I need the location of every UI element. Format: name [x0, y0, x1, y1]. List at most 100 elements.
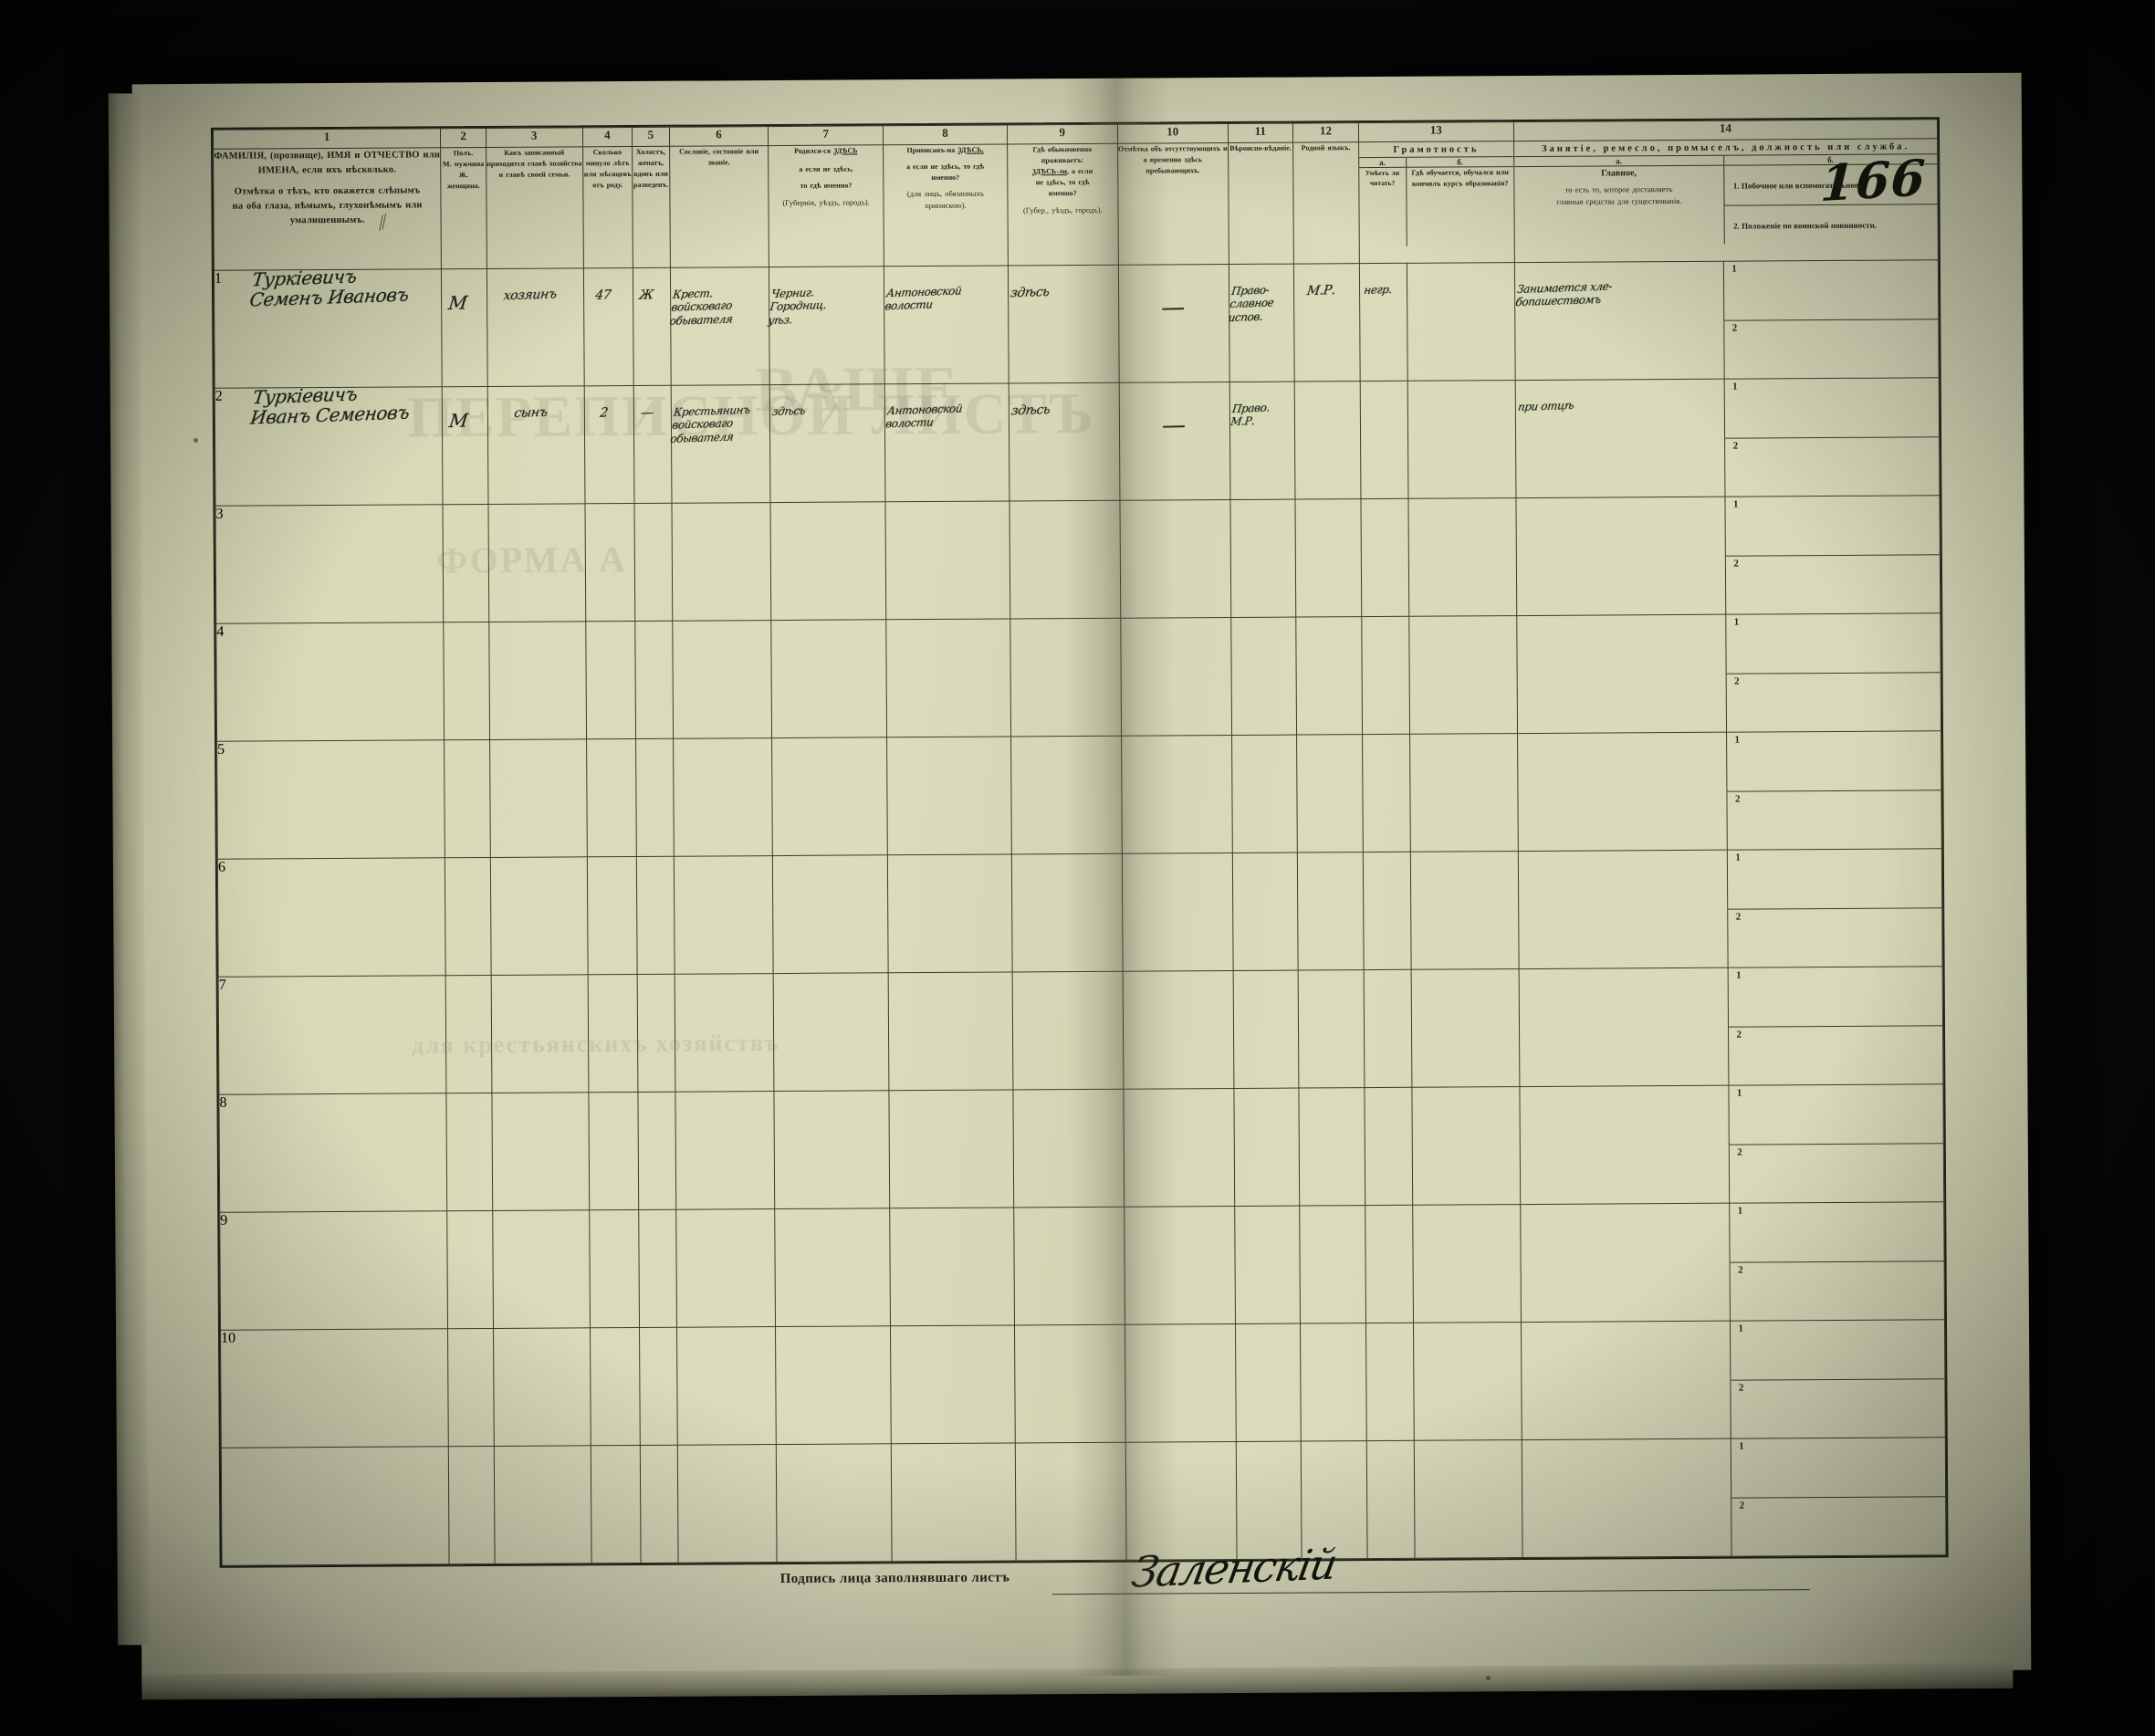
- cell-marital[interactable]: [633, 503, 673, 622]
- cell-marital[interactable]: [636, 856, 675, 975]
- cell-literacy-b[interactable]: [1408, 615, 1518, 735]
- cell-literacy-b[interactable]: [1407, 380, 1516, 499]
- cell-relation[interactable]: [489, 738, 588, 858]
- subrow-2[interactable]: 2: [1735, 911, 1742, 923]
- cell-marital[interactable]: [637, 974, 675, 1093]
- cell-birthplace[interactable]: Черниг. Городниц. уѣз.: [768, 266, 885, 385]
- cell-sex[interactable]: [448, 1446, 495, 1564]
- cell-residence[interactable]: здѣсь: [1008, 265, 1119, 383]
- cell-registered[interactable]: [885, 618, 1011, 737]
- subrow-1[interactable]: 1: [1729, 1084, 1943, 1145]
- cell-registered[interactable]: [887, 853, 1012, 973]
- cell-religion[interactable]: [1232, 970, 1300, 1089]
- cell-birthplace[interactable]: [774, 1090, 890, 1209]
- cell-age[interactable]: [586, 738, 637, 857]
- cell-residence[interactable]: [1010, 736, 1123, 854]
- cell-estate[interactable]: [672, 620, 772, 739]
- cell-relation[interactable]: [491, 1092, 590, 1211]
- cell-birthplace[interactable]: [776, 1443, 893, 1563]
- cell-birthplace[interactable]: [772, 854, 889, 974]
- subrow-2[interactable]: 2: [1733, 558, 1739, 570]
- cell-religion[interactable]: Право- славное испов.: [1227, 264, 1295, 382]
- cell-registered[interactable]: Антоновской волости: [884, 265, 1009, 384]
- cell-registered[interactable]: [889, 1207, 1015, 1326]
- cell-occupation-a[interactable]: Занимается хле- бопашествомъ: [1514, 261, 1725, 381]
- cell-relation[interactable]: [487, 503, 586, 622]
- cell-name[interactable]: 3: [214, 504, 445, 624]
- cell-language[interactable]: [1295, 498, 1362, 618]
- cell-literacy-b[interactable]: [1406, 262, 1516, 382]
- cell-religion[interactable]: [1235, 1323, 1302, 1442]
- cell-literacy-b[interactable]: [1410, 968, 1520, 1088]
- cell-absent-note[interactable]: —: [1118, 382, 1230, 501]
- cell-relation[interactable]: [489, 856, 588, 976]
- cell-relation[interactable]: [490, 974, 589, 1093]
- cell-absent-note[interactable]: [1119, 499, 1231, 619]
- cell-literacy-a[interactable]: [1361, 616, 1410, 735]
- subrow-2[interactable]: 2: [1734, 675, 1740, 687]
- cell-occupation-a[interactable]: [1519, 1085, 1731, 1205]
- cell-name[interactable]: 8: [218, 1093, 447, 1213]
- cell-registered[interactable]: [888, 971, 1013, 1091]
- subrow-1[interactable]: 1: [1726, 613, 1941, 675]
- subrow-1[interactable]: 1: [1725, 378, 1940, 439]
- cell-literacy-b[interactable]: [1413, 1322, 1522, 1441]
- cell-sex[interactable]: [445, 857, 491, 976]
- cell-residence[interactable]: [1009, 500, 1121, 619]
- subrow-1[interactable]: 1: [1728, 849, 1942, 910]
- cell-name[interactable]: 4: [215, 622, 445, 742]
- cell-birthplace[interactable]: [774, 1208, 891, 1327]
- cell-literacy-b[interactable]: [1407, 497, 1517, 617]
- cell-registered[interactable]: [886, 736, 1012, 855]
- subrow-1[interactable]: 1: [1727, 731, 1941, 792]
- cell-language[interactable]: [1298, 969, 1365, 1089]
- cell-sex[interactable]: [443, 504, 489, 622]
- cell-occupation-a[interactable]: [1518, 850, 1729, 969]
- cell-registered[interactable]: [889, 1089, 1014, 1208]
- cell-language[interactable]: М.Р.: [1293, 263, 1360, 382]
- cell-language[interactable]: [1300, 1323, 1366, 1442]
- cell-religion[interactable]: [1230, 617, 1297, 736]
- cell-relation[interactable]: [488, 621, 587, 740]
- cell-sex[interactable]: [446, 1093, 493, 1211]
- cell-religion[interactable]: [1234, 1206, 1301, 1324]
- cell-absent-note[interactable]: [1121, 735, 1232, 854]
- cell-age[interactable]: [587, 856, 638, 975]
- cell-residence[interactable]: [1012, 1089, 1125, 1208]
- cell-relation[interactable]: [493, 1327, 591, 1447]
- cell-literacy-a[interactable]: [1365, 1323, 1414, 1441]
- cell-birthplace[interactable]: [773, 972, 890, 1092]
- cell-absent-note[interactable]: [1125, 1441, 1237, 1561]
- cell-language[interactable]: [1299, 1205, 1366, 1324]
- cell-literacy-a[interactable]: [1360, 498, 1409, 617]
- cell-absent-note[interactable]: [1122, 970, 1234, 1090]
- cell-name[interactable]: 7: [218, 975, 447, 1095]
- cell-residence[interactable]: здѣсь: [1008, 382, 1120, 501]
- cell-occupation-a[interactable]: [1520, 1203, 1731, 1323]
- cell-estate[interactable]: [676, 1444, 778, 1563]
- cell-name[interactable]: 6: [217, 857, 446, 978]
- cell-marital[interactable]: [635, 738, 675, 857]
- cell-estate[interactable]: [671, 502, 772, 622]
- cell-literacy-a[interactable]: [1362, 734, 1410, 852]
- cell-birthplace[interactable]: здѣсь: [769, 383, 886, 503]
- cell-name[interactable]: 2 Туркiевичъ Иванъ Семеновъ: [214, 382, 444, 507]
- cell-estate[interactable]: [674, 855, 774, 975]
- cell-sex[interactable]: [445, 975, 492, 1093]
- cell-occupation-a[interactable]: [1516, 614, 1727, 734]
- cell-occupation-a[interactable]: [1519, 967, 1730, 1087]
- cell-literacy-b[interactable]: [1413, 1439, 1523, 1559]
- cell-relation[interactable]: сынъ: [486, 385, 585, 505]
- subrow-1[interactable]: 1: [1731, 1320, 1945, 1381]
- cell-age[interactable]: [589, 1209, 640, 1328]
